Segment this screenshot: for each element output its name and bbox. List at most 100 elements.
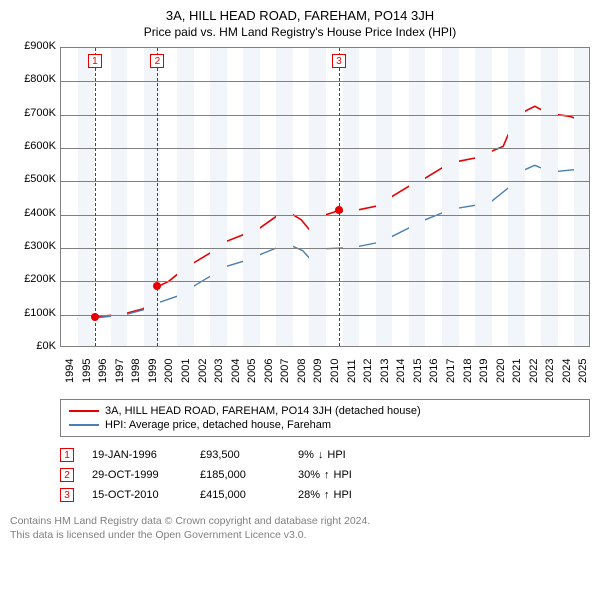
x-tick-label: 2023 [544,359,556,383]
sales-row-price: £185,000 [200,469,280,481]
plot-band [409,48,426,346]
sale-marker-line [339,48,340,346]
plot-band [574,48,590,346]
sales-row-diff: 9% ↓HPI [298,449,346,461]
sales-row-diff: 30% ↑ HPI [298,469,352,481]
legend-line-swatch [69,410,99,412]
plot-band [111,48,128,346]
x-tick-label: 2003 [213,359,225,383]
x-tick-label: 2006 [263,359,275,383]
sales-row-date: 29-OCT-1999 [92,469,182,481]
sale-marker-line [95,48,96,346]
sales-row-diff-pct: 28% [298,489,320,501]
plot-band [525,48,542,346]
legend-row: 3A, HILL HEAD ROAD, FAREHAM, PO14 3JH (d… [69,404,581,418]
chart-subtitle: Price paid vs. HM Land Registry's House … [10,25,590,39]
sales-row-diff-suffix: HPI [334,469,352,481]
x-tick-label: 2011 [346,359,358,383]
y-tick-label: £800K [12,74,56,85]
y-tick-label: £400K [12,208,56,219]
x-tick-label: 2014 [395,359,407,383]
sales-row-diff-pct: 9% [298,449,314,461]
footer-attribution: Contains HM Land Registry data © Crown c… [10,515,590,542]
footer-line-2: This data is licensed under the Open Gov… [10,529,590,543]
sales-table-row: 229-OCT-1999£185,00030%↑HPI [60,465,590,485]
plot-band [558,48,575,346]
plot-band [61,48,78,346]
sales-row-marker-box: 1 [60,448,74,462]
sales-row-price: £415,000 [200,489,280,501]
x-tick-label: 1997 [114,359,126,383]
legend: 3A, HILL HEAD ROAD, FAREHAM, PO14 3JH (d… [60,399,590,437]
gridline-horizontal [61,315,589,316]
x-tick-label: 2025 [577,359,589,383]
sales-table: 119-JAN-1996£93,5009%↓HPI229-OCT-1999£18… [60,445,590,505]
plot-band [508,48,525,346]
plot-band [194,48,211,346]
chart-area: £900K£800K£700K£600K£500K£400K£300K£200K… [10,47,590,393]
plot-band [227,48,244,346]
sale-marker-box: 2 [150,54,164,68]
plot-band [475,48,492,346]
sales-row-diff-suffix: HPI [334,489,352,501]
arrow-up-icon: ↑ [324,469,330,481]
x-tick-label: 2022 [528,359,540,383]
plot-band [127,48,144,346]
x-tick-label: 2015 [412,359,424,383]
gridline-horizontal [61,148,589,149]
y-tick-label: £600K [12,141,56,152]
x-tick-label: 2020 [495,359,507,383]
sales-row-diff-pct: 30% [298,469,320,481]
sale-marker-line [157,48,158,346]
plot-band [210,48,227,346]
gridline-horizontal [61,281,589,282]
gridline-horizontal [61,115,589,116]
x-tick-label: 2021 [511,359,523,383]
x-tick-label: 2007 [279,359,291,383]
chart-title: 3A, HILL HEAD ROAD, FAREHAM, PO14 3JH [10,8,590,23]
sales-row-diff: 28%↑HPI [298,489,352,501]
sale-marker-dot [91,313,99,321]
x-axis: 1994199519961997199819992000200120022003… [60,353,590,395]
sales-table-row: 119-JAN-1996£93,5009%↓HPI [60,445,590,465]
legend-label: 3A, HILL HEAD ROAD, FAREHAM, PO14 3JH (d… [105,405,421,417]
legend-label: HPI: Average price, detached house, Fare… [105,419,331,431]
y-tick-label: £0K [12,341,56,352]
sales-row-date: 15-OCT-2010 [92,489,182,501]
plot-band [260,48,277,346]
y-tick-label: £700K [12,108,56,119]
plot-area: 123 [60,47,590,347]
gridline-horizontal [61,215,589,216]
arrow-down-icon: ↓ [318,449,324,461]
plot-band [492,48,509,346]
x-tick-label: 2009 [312,359,324,383]
x-tick-label: 1994 [64,359,76,383]
sale-marker-dot [335,206,343,214]
y-axis: £900K£800K£700K£600K£500K£400K£300K£200K… [10,47,56,347]
plot-band [343,48,360,346]
x-tick-label: 1996 [97,359,109,383]
plot-band [243,48,260,346]
gridline-horizontal [61,81,589,82]
x-tick-label: 1999 [147,359,159,383]
sales-row-diff-suffix: HPI [327,449,345,461]
y-tick-label: £100K [12,308,56,319]
plot-band [309,48,326,346]
plot-band [94,48,111,346]
gridline-horizontal [61,248,589,249]
plot-band [459,48,476,346]
sales-table-row: 315-OCT-2010£415,00028%↑HPI [60,485,590,505]
plot-band [276,48,293,346]
x-tick-label: 2005 [246,359,258,383]
x-tick-label: 2000 [163,359,175,383]
x-tick-label: 2019 [478,359,490,383]
plot-band [442,48,459,346]
sales-row-date: 19-JAN-1996 [92,449,182,461]
sale-marker-dot [153,282,161,290]
x-tick-label: 2013 [379,359,391,383]
y-tick-label: £300K [12,241,56,252]
plot-band [78,48,95,346]
plot-band [326,48,343,346]
x-tick-label: 2008 [296,359,308,383]
x-tick-label: 2001 [180,359,192,383]
